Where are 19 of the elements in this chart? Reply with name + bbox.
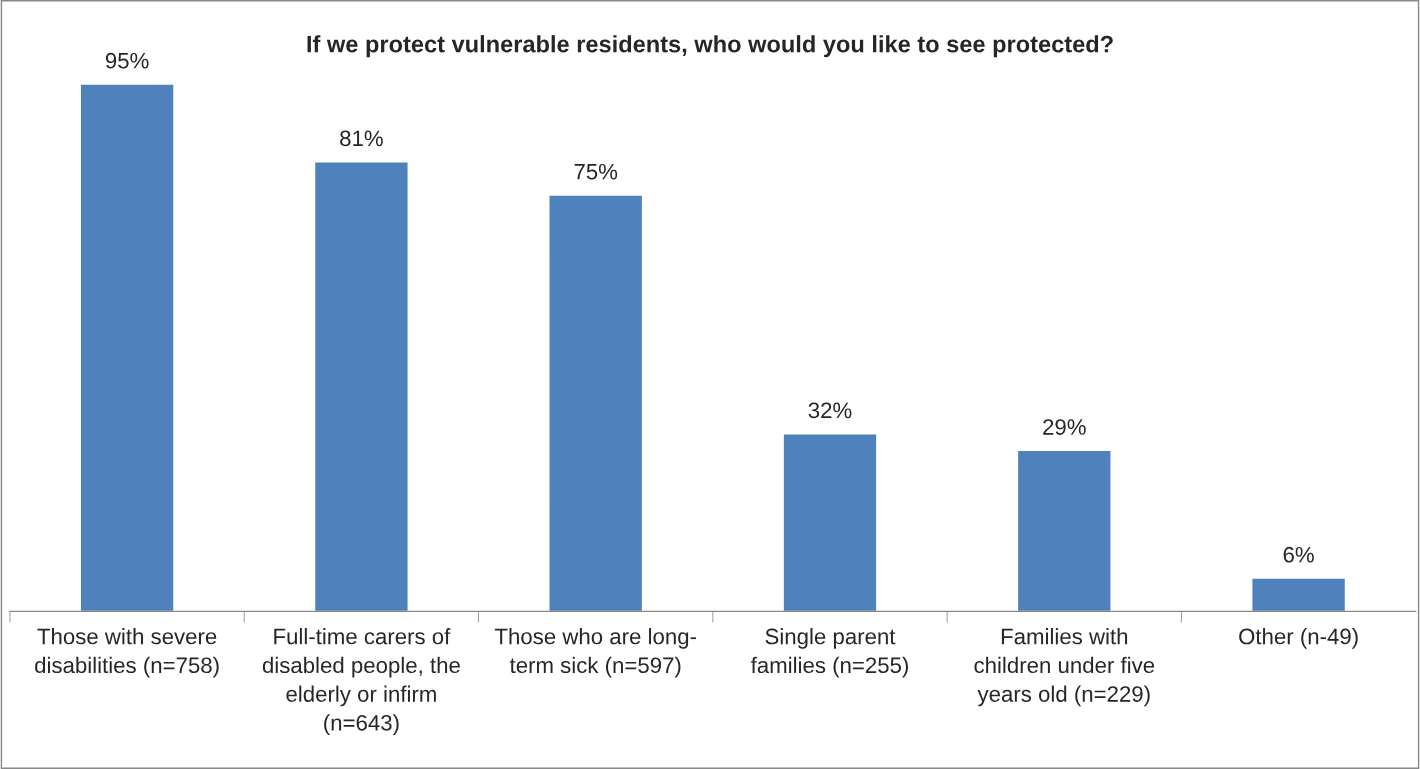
bar: [548, 194, 644, 612]
data-label: 6%: [1283, 546, 1314, 563]
x-tick-label: Single parent families (n=255): [750, 628, 908, 678]
bar: [1016, 449, 1112, 612]
x-tick-label: Those with severe disabilities (n=758): [35, 628, 219, 678]
chart-title: If we protect vulnerable residents, who would you like to see protected?: [307, 35, 1113, 58]
data-label: 95%: [105, 52, 149, 69]
data-label: 29%: [1043, 419, 1086, 435]
data-label: 75%: [574, 163, 618, 180]
x-tick-label: Other (n-49): [1239, 628, 1358, 649]
x-tick-label: Families with children under five years old (n=229): [974, 628, 1155, 707]
data-label: 32%: [808, 402, 852, 419]
data-label: 81%: [340, 130, 383, 147]
bar: [79, 83, 175, 612]
bar: [782, 433, 878, 612]
bar: [313, 161, 409, 612]
x-tick-label: Those who are long- term sick (n=597): [494, 628, 696, 678]
bar: [1251, 577, 1347, 612]
x-tick-label: Full-time carers of disabled people, the elderly or infirm (n=643): [262, 628, 460, 736]
